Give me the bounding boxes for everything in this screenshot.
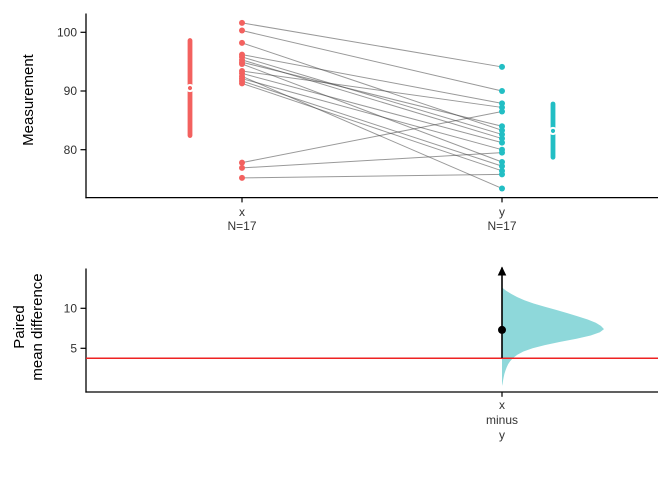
group-y-dots bbox=[499, 64, 505, 192]
y-data-dot bbox=[499, 171, 505, 177]
x-data-dot bbox=[239, 165, 245, 171]
y-data-dot bbox=[499, 123, 505, 129]
y-tick-label: 90 bbox=[64, 84, 78, 98]
group-x-label: x bbox=[239, 205, 245, 219]
top-y-axis-ticks: 100 90 80 bbox=[57, 26, 86, 157]
top-x-axis-ticks bbox=[242, 198, 502, 203]
top-y-axis-title: Measurement bbox=[20, 53, 37, 146]
diff-x-label-line3: y bbox=[499, 428, 505, 442]
slopegraph-lines bbox=[242, 23, 502, 189]
y-data-dot bbox=[499, 88, 505, 94]
y-data-dot bbox=[499, 150, 505, 156]
group-x-n-label: N=17 bbox=[227, 219, 256, 233]
diff-x-label-line1: x bbox=[499, 398, 505, 412]
slopegraph-line bbox=[242, 174, 502, 178]
mean-ci-bar bbox=[551, 102, 556, 160]
ci-upper-arrowhead bbox=[498, 267, 507, 276]
x-data-dot bbox=[239, 80, 245, 86]
y-data-dot bbox=[499, 140, 505, 146]
slopegraph-line bbox=[242, 43, 502, 130]
group-y-n-label: N=17 bbox=[487, 219, 516, 233]
bottom-y-axis-title-line1: Paired bbox=[11, 305, 28, 348]
bottom-y-axis-ticks: 10 5 bbox=[64, 302, 86, 356]
bottom-panel: 10 5 Paired mean difference x minus y bbox=[11, 267, 658, 443]
x-data-dot bbox=[239, 175, 245, 181]
diff-x-label-line2: minus bbox=[486, 413, 518, 427]
group-x-dots bbox=[239, 20, 245, 181]
x-data-dot bbox=[239, 40, 245, 46]
x-data-dot bbox=[239, 28, 245, 34]
mean-ci-bar bbox=[188, 38, 193, 138]
x-data-dot bbox=[239, 61, 245, 67]
group-y-label: y bbox=[499, 205, 505, 219]
y-tick-label: 10 bbox=[64, 302, 78, 316]
y-data-dot bbox=[499, 64, 505, 70]
top-panel: 100 90 80 Measurement x N=17 y N=17 bbox=[20, 14, 658, 234]
x-data-dot bbox=[239, 20, 245, 26]
bottom-y-axis-title-line2: mean difference bbox=[29, 273, 46, 380]
x-data-dot bbox=[239, 160, 245, 166]
y-tick-label: 80 bbox=[64, 143, 78, 157]
y-data-dot bbox=[499, 109, 505, 115]
figure-canvas: 100 90 80 Measurement x N=17 y N=17 10 5 Pa… bbox=[0, 0, 672, 480]
y-tick-label: 100 bbox=[57, 26, 77, 40]
bootstrap-half-violin bbox=[502, 288, 604, 386]
y-tick-label: 5 bbox=[70, 342, 77, 356]
y-data-dot bbox=[499, 185, 505, 191]
mean-difference-dot bbox=[498, 326, 506, 334]
half-violin-shape bbox=[502, 288, 604, 386]
estimation-plot-figure: 100 90 80 Measurement x N=17 y N=17 10 5 Pa… bbox=[0, 0, 672, 480]
